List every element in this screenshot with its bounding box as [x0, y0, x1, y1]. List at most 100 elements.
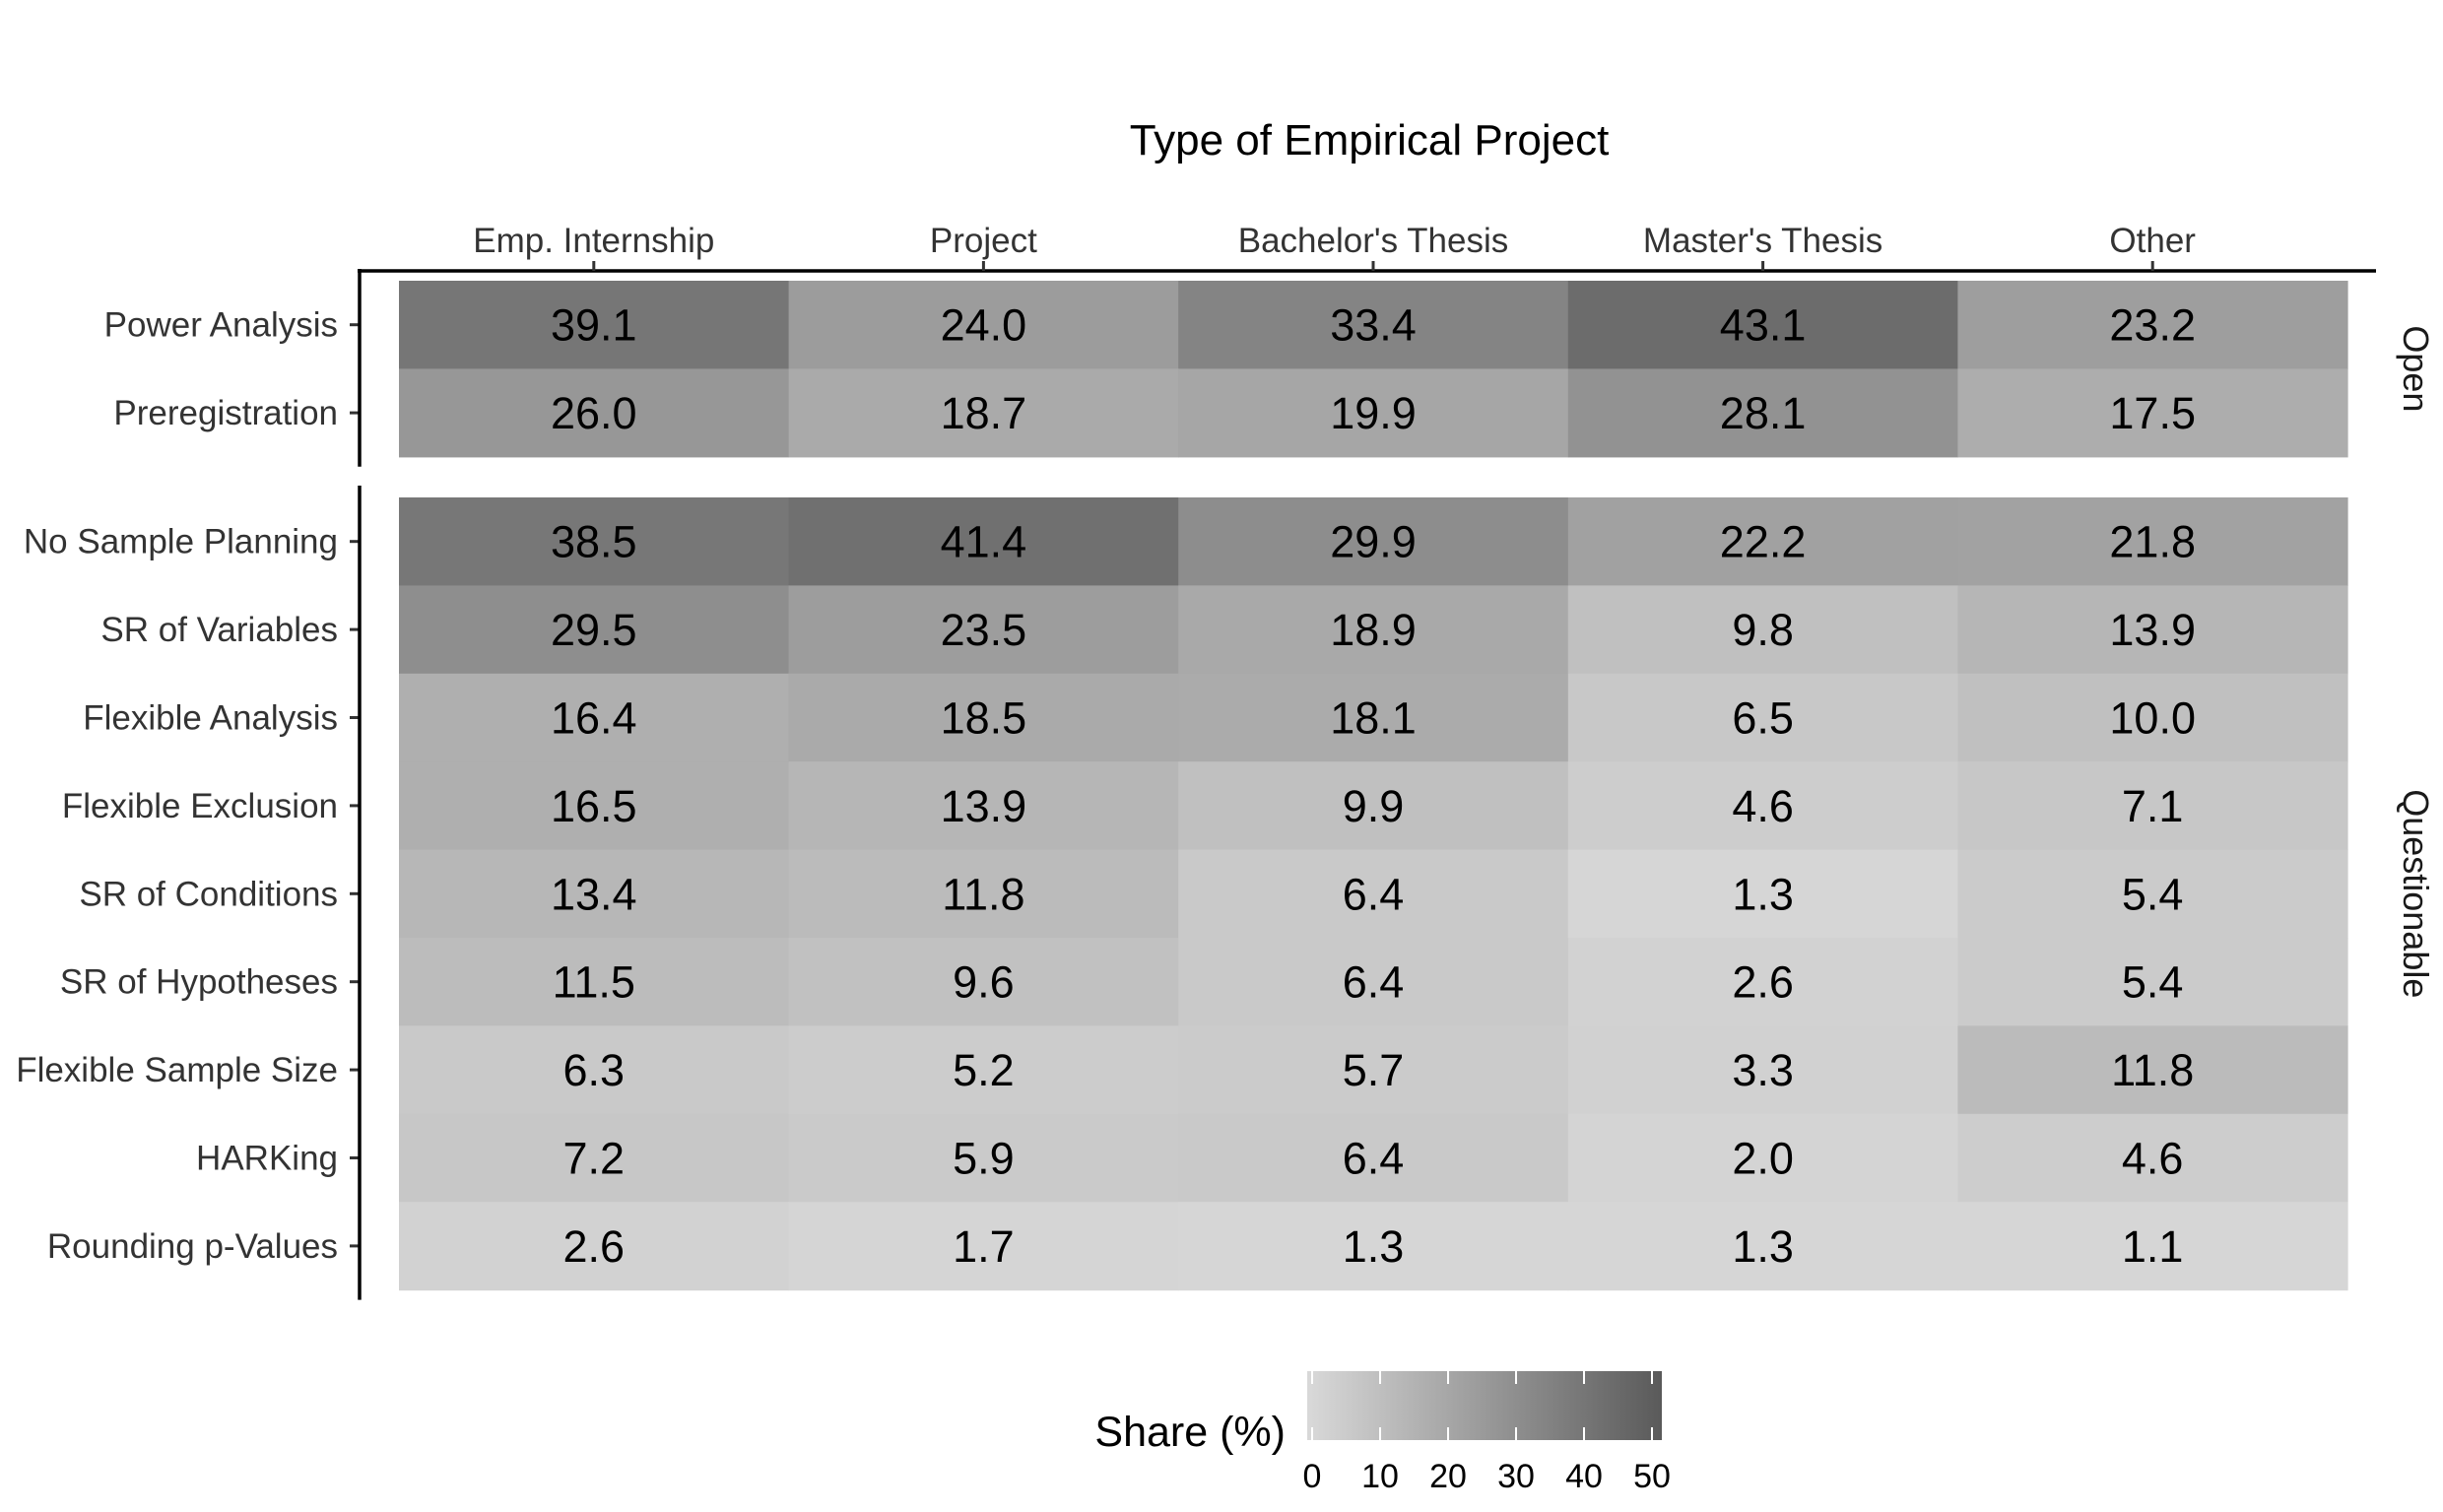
heatmap-cell	[1957, 938, 2348, 1026]
heatmap-cell	[1178, 849, 1569, 939]
heatmap-cell	[399, 1202, 790, 1291]
heatmap-cell	[1957, 281, 2348, 369]
heatmap-cell	[1957, 761, 2348, 851]
cell-label: 11.5	[553, 957, 635, 1008]
heatmap-cell	[788, 1202, 1179, 1291]
cell-label: 6.3	[563, 1045, 626, 1095]
legend-colorbar	[1307, 1371, 1662, 1440]
cell-label: 43.1	[1720, 300, 1807, 351]
row-label: Rounding p-Values	[47, 1227, 338, 1266]
heatmap-cell	[788, 497, 1179, 586]
heatmap-cell	[399, 938, 790, 1026]
heatmap-cell	[1178, 1113, 1569, 1203]
heatmap-cell	[399, 368, 790, 458]
cell-label: 13.4	[551, 869, 637, 919]
heatmap-cell	[788, 938, 1179, 1026]
cell-label: 38.5	[551, 517, 637, 567]
cell-label: 5.4	[2122, 957, 2184, 1008]
heatmap-cell	[399, 1025, 790, 1115]
cell-label: 18.5	[941, 693, 1027, 744]
cell-label: 18.1	[1330, 693, 1417, 744]
cell-label: 6.4	[1343, 957, 1405, 1008]
cell-label: 2.6	[1732, 957, 1794, 1008]
heatmap-cell	[1957, 368, 2348, 458]
cell-label: 19.9	[1330, 388, 1417, 438]
column-label: Bachelor's Thesis	[1238, 222, 1509, 260]
heatmap-cell	[1567, 849, 1958, 939]
legend-tick-label: 0	[1303, 1458, 1322, 1495]
cell-label: 13.9	[2109, 605, 2196, 655]
heatmap-cell	[399, 673, 790, 762]
facet-strip-label: Questionable	[2396, 789, 2436, 998]
cell-label: 7.2	[563, 1134, 626, 1184]
cell-label: 28.1	[1720, 388, 1807, 438]
cell-label: 23.5	[941, 605, 1027, 655]
heatmap-cell	[1567, 673, 1958, 762]
panel-open: Power Analysis 39.1 24.0 33.4 43.1 23.2 Prereg…	[104, 281, 2348, 458]
heatmap-cell	[1178, 1202, 1569, 1291]
cell-label: 3.3	[1732, 1045, 1794, 1095]
cell-label: 23.2	[2109, 300, 2196, 351]
column-label: Project	[930, 222, 1037, 260]
heatmap-cell	[1567, 497, 1958, 586]
cell-label: 1.3	[1732, 869, 1794, 919]
facet-strip-label: Open	[2396, 325, 2436, 412]
row-label: Power Analysis	[104, 306, 338, 345]
heatmap-cell	[1957, 1025, 2348, 1115]
cell-label: 4.6	[1732, 781, 1794, 831]
heatmap-cell	[788, 368, 1179, 458]
cell-label: 7.1	[2122, 781, 2184, 831]
cell-label: 16.4	[551, 693, 637, 744]
heatmap-cell	[399, 585, 790, 675]
cell-label: 6.5	[1732, 693, 1794, 744]
cell-label: 16.5	[551, 781, 637, 831]
cell-label: 41.4	[941, 517, 1027, 567]
cell-label: 9.9	[1343, 781, 1405, 831]
heatmap-cell	[1957, 497, 2348, 586]
legend-tick-label: 10	[1361, 1458, 1399, 1495]
cell-label: 10.0	[2109, 693, 2196, 744]
cell-label: 11.8	[942, 869, 1024, 919]
row-label: Flexible Analysis	[83, 699, 338, 738]
cell-label: 22.2	[1720, 517, 1807, 567]
cell-label: 9.6	[953, 957, 1015, 1008]
cell-label: 11.8	[2111, 1045, 2194, 1095]
cell-label: 9.8	[1732, 605, 1794, 655]
cell-label: 2.6	[563, 1221, 626, 1272]
legend: Share (%) 0 10 20 30 40 50	[1094, 1371, 1671, 1495]
cell-label: 5.9	[953, 1134, 1015, 1184]
heatmap-cell	[1567, 938, 1958, 1026]
heatmap-cell	[1567, 761, 1958, 851]
heatmap-cell	[399, 849, 790, 939]
cell-label: 29.5	[551, 605, 637, 655]
cell-label: 1.3	[1732, 1221, 1794, 1272]
heatmap-cell	[1178, 938, 1569, 1026]
column-headers: Emp. Internship Project Bachelor's Thesis M…	[473, 222, 2196, 260]
legend-tick-label: 20	[1429, 1458, 1467, 1495]
cell-label: 5.2	[953, 1045, 1015, 1095]
row-label: Flexible Sample Size	[16, 1051, 338, 1089]
row-label: Preregistration	[113, 394, 338, 432]
cell-label: 17.5	[2109, 388, 2196, 438]
heatmap-cell	[788, 281, 1179, 369]
cell-label: 5.4	[2122, 869, 2184, 919]
cell-label: 18.9	[1330, 605, 1417, 655]
legend-tick-label: 50	[1633, 1458, 1671, 1495]
heatmap-cell	[1567, 368, 1958, 458]
row-label: Flexible Exclusion	[62, 787, 338, 825]
column-label: Other	[2109, 222, 2196, 260]
heatmap-cell	[788, 1025, 1179, 1115]
heatmap-panels: Power Analysis 39.1 24.0 33.4 43.1 23.2 Prereg…	[16, 281, 2348, 1291]
cell-label: 1.3	[1343, 1221, 1405, 1272]
heatmap-cell	[1567, 1025, 1958, 1115]
heatmap-cell	[399, 497, 790, 586]
facet-strips: Open Questionable	[2396, 325, 2436, 998]
heatmap-cell	[788, 673, 1179, 762]
heatmap-cell	[1178, 1025, 1569, 1115]
heatmap-cell	[1178, 368, 1569, 458]
cell-label: 6.4	[1343, 1134, 1405, 1184]
heatmap-cell	[1178, 585, 1569, 675]
heatmap-cell	[788, 585, 1179, 675]
heatmap-cell	[1178, 497, 1569, 586]
legend-ticks: 0 10 20 30 40 50	[1303, 1371, 1671, 1495]
